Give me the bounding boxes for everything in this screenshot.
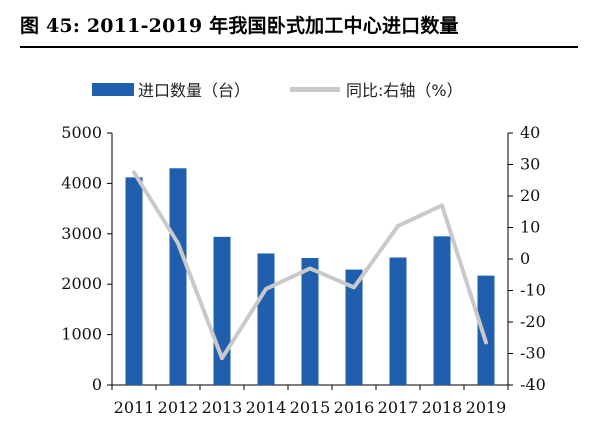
chart-legend: 进口数量（台） 同比:右轴（%）	[92, 77, 503, 101]
legend-label-bar: 进口数量（台）	[138, 81, 251, 100]
y-right-tick-label: -30	[520, 344, 546, 363]
bar-import-quantity	[301, 257, 319, 385]
x-tick-label: 2015	[290, 398, 331, 417]
y-left-tick-label: 3000	[61, 224, 102, 243]
bar-import-quantity	[477, 275, 495, 385]
y-left-tick-label: 4000	[61, 173, 102, 192]
legend-swatch-bar	[92, 82, 134, 96]
figure-title: 图 45: 2011-2019 年我国卧式加工中心进口数量	[20, 15, 459, 37]
y-right-tick-label: -20	[520, 312, 546, 331]
legend-item-line: 同比:右轴（%）	[290, 77, 463, 101]
bar-import-quantity	[169, 168, 187, 385]
legend-label-line: 同比:右轴（%）	[346, 81, 463, 100]
bar-import-quantity	[257, 253, 275, 385]
y-right-tick-label: 30	[520, 155, 540, 174]
y-right-tick-label: -10	[520, 281, 546, 300]
bar-import-quantity	[389, 257, 407, 385]
x-tick-label: 2017	[378, 398, 419, 417]
bar-import-quantity	[345, 269, 363, 385]
figure-title-row: 图 45: 2011-2019 年我国卧式加工中心进口数量	[20, 6, 578, 46]
y-left-tick-label: 2000	[61, 274, 102, 293]
bar-import-quantity	[125, 177, 143, 385]
x-tick-label: 2018	[422, 398, 463, 417]
y-right-tick-label: 40	[520, 123, 540, 142]
y-right-tick-label: 0	[520, 249, 530, 268]
y-right-tick-label: 10	[520, 218, 540, 237]
bar-import-quantity	[213, 236, 231, 385]
x-tick-label: 2012	[158, 398, 199, 417]
title-divider	[20, 46, 578, 48]
x-tick-label: 2016	[334, 398, 375, 417]
x-tick-label: 2011	[114, 398, 155, 417]
y-left-tick-label: 0	[92, 375, 102, 394]
x-tick-label: 2013	[202, 398, 243, 417]
x-tick-label: 2014	[246, 398, 287, 417]
x-tick-label: 2019	[466, 398, 507, 417]
y-left-tick-label: 1000	[61, 325, 102, 344]
bar-import-quantity	[433, 236, 451, 385]
legend-swatch-line	[290, 86, 341, 92]
legend-item-bar: 进口数量（台）	[92, 77, 250, 101]
y-left-tick-label: 5000	[61, 123, 102, 142]
y-right-tick-label: -40	[520, 375, 546, 394]
y-right-tick-label: 20	[520, 186, 540, 205]
